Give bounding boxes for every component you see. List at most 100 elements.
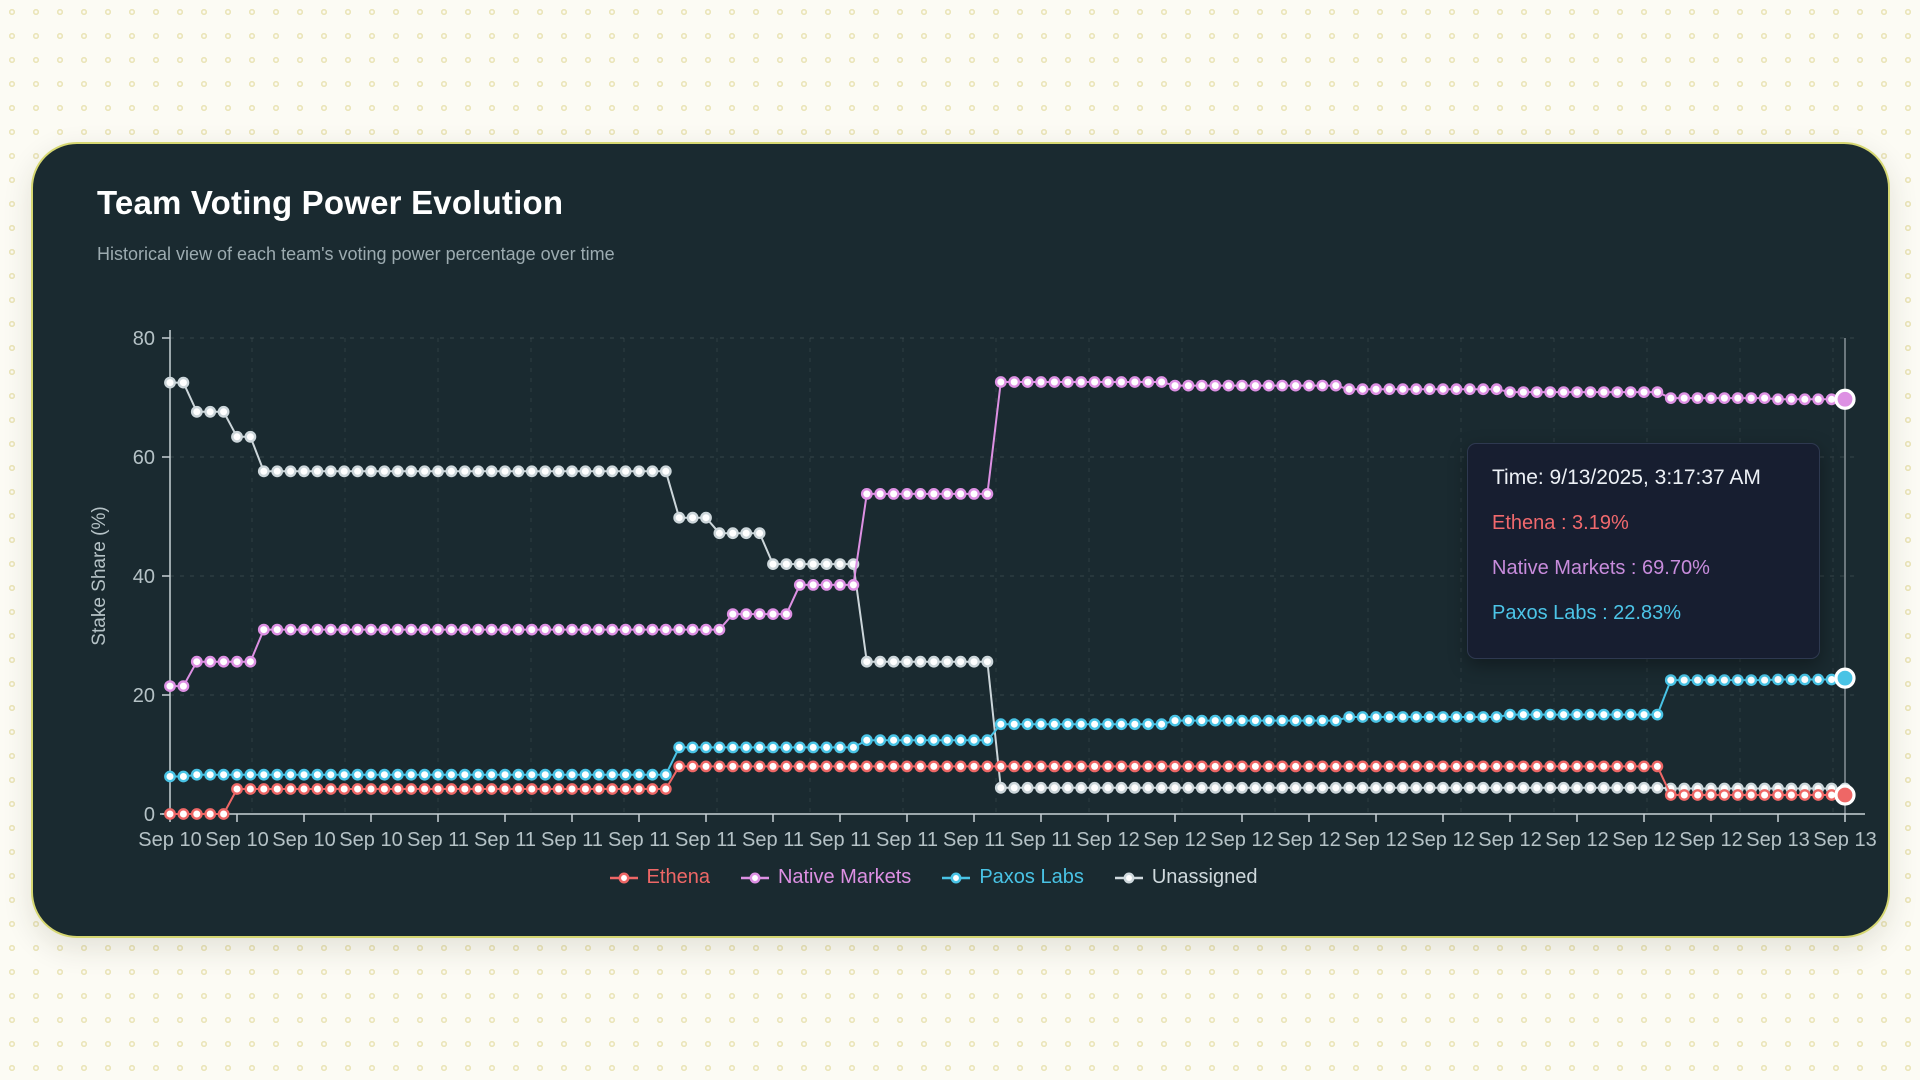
series-marker-unassigned: [1370, 781, 1382, 794]
series-marker-paxos-labs: [204, 768, 217, 781]
series-marker-ethena: [860, 760, 873, 773]
legend-item-native-markets[interactable]: Native Markets: [740, 866, 911, 889]
series-marker-paxos-labs: [1731, 674, 1744, 686]
x-tick-label: Sep 11: [474, 829, 536, 851]
series-marker-ethena: [1517, 760, 1530, 773]
series-marker-paxos-labs: [1303, 714, 1315, 727]
x-tick-label: Sep 12: [1478, 829, 1541, 851]
tooltip-time-label: Time: 9/13/2025, 3:17:37 AM: [1492, 466, 1761, 489]
series-marker-native-markets: [834, 578, 846, 591]
legend-item-unassigned[interactable]: Unassigned: [1114, 866, 1257, 889]
series-marker-unassigned: [284, 465, 297, 478]
series-marker-native-markets: [1731, 392, 1744, 405]
series-marker-unassigned: [1088, 781, 1101, 794]
series-marker-unassigned: [1463, 781, 1476, 794]
series-marker-paxos-labs: [1504, 708, 1516, 721]
series-marker-native-markets: [458, 623, 471, 636]
series-marker-paxos-labs: [700, 741, 712, 754]
series-marker-ethena: [391, 783, 404, 795]
series-marker-ethena: [1343, 760, 1356, 773]
series-marker-paxos-labs: [1088, 718, 1101, 731]
series-marker-native-markets: [164, 680, 176, 692]
series-marker-ethena: [1155, 760, 1168, 773]
series-marker-paxos-labs: [1061, 718, 1074, 731]
series-marker-native-markets: [1450, 383, 1463, 396]
series-marker-unassigned: [981, 655, 994, 668]
series-marker-native-markets: [1785, 393, 1798, 406]
series-marker-unassigned: [1262, 781, 1275, 794]
series-marker-unassigned: [1195, 781, 1208, 794]
series-marker-ethena: [659, 783, 672, 795]
series-marker-paxos-labs: [1785, 673, 1798, 686]
series-marker-ethena: [1035, 760, 1047, 773]
x-tick-label: Sep 11: [407, 829, 469, 851]
series-marker-unassigned: [1624, 781, 1637, 794]
x-tick-label: Sep 10: [205, 829, 268, 851]
series-marker-native-markets: [968, 487, 980, 500]
tooltip-row-ethena: Ethena : 3.19%: [1492, 512, 1629, 534]
series-marker-paxos-labs: [1410, 711, 1423, 723]
series-marker-unassigned: [257, 465, 270, 478]
series-marker-ethena: [1262, 760, 1275, 773]
series-marker-paxos-labs: [1195, 714, 1208, 727]
series-marker-unassigned: [1571, 781, 1583, 794]
series-marker-paxos-labs: [1718, 674, 1731, 686]
series-marker-ethena: [1008, 760, 1021, 773]
series-marker-paxos-labs: [177, 770, 190, 783]
series-marker-unassigned: [1423, 781, 1436, 794]
legend-item-paxos-labs[interactable]: Paxos Labs: [941, 866, 1084, 889]
series-marker-ethena: [1745, 789, 1758, 801]
series-marker-native-markets: [1396, 383, 1409, 396]
series-marker-unassigned: [539, 465, 552, 478]
series-marker-ethena: [1249, 760, 1262, 773]
series-marker-native-markets: [901, 487, 913, 500]
series-marker-ethena: [1396, 760, 1409, 773]
series-marker-paxos-labs: [1745, 674, 1758, 686]
series-marker-paxos-labs: [1463, 711, 1476, 723]
series-marker-unassigned: [1236, 781, 1248, 794]
series-marker-paxos-labs: [606, 768, 619, 781]
series-marker-native-markets: [780, 608, 793, 620]
series-marker-unassigned: [927, 655, 940, 668]
series-marker-paxos-labs: [1624, 708, 1637, 721]
series-marker-ethena: [1785, 789, 1798, 801]
chart-tooltip: Time: 9/13/2025, 3:17:37 AM Ethena : 3.1…: [1467, 443, 1820, 659]
series-marker-unassigned: [1169, 781, 1181, 794]
y-tick-label: 0: [144, 804, 155, 826]
x-tick-label: Sep 11: [943, 829, 1005, 851]
series-marker-ethena: [204, 808, 217, 820]
series-marker-paxos-labs: [901, 734, 913, 747]
series-marker-paxos-labs: [994, 718, 1007, 731]
series-marker-unassigned: [659, 465, 672, 478]
series-marker-unassigned: [217, 405, 230, 418]
series-marker-paxos-labs: [1329, 714, 1342, 727]
series-marker-paxos-labs: [1758, 674, 1771, 686]
series-marker-ethena: [1557, 760, 1570, 773]
series-marker-paxos-labs: [298, 768, 310, 781]
series-marker-native-markets: [217, 655, 230, 668]
series-marker-unassigned: [1209, 781, 1222, 794]
series-marker-unassigned: [445, 465, 458, 478]
series-marker-ethena: [1423, 760, 1436, 773]
series-marker-ethena: [338, 783, 351, 795]
legend-item-ethena[interactable]: Ethena: [609, 866, 710, 889]
series-marker-ethena: [1209, 760, 1222, 773]
series-marker-ethena: [1463, 760, 1476, 773]
series-marker-native-markets: [552, 623, 565, 636]
series-marker-unassigned: [1276, 781, 1289, 794]
series-marker-unassigned: [1048, 781, 1061, 794]
series-marker-native-markets: [1571, 386, 1583, 399]
series-marker-ethena: [793, 760, 806, 773]
series-marker-unassigned: [1504, 781, 1516, 794]
series-marker-ethena: [1316, 760, 1329, 773]
series-marker-paxos-labs: [1651, 708, 1664, 721]
series-marker-native-markets: [753, 608, 766, 620]
series-marker-paxos-labs: [338, 768, 351, 781]
series-marker-unassigned: [1035, 781, 1047, 794]
series-marker-ethena: [365, 783, 377, 795]
series-marker-ethena: [740, 760, 753, 773]
series-marker-ethena: [231, 783, 243, 795]
series-marker-unassigned: [592, 465, 605, 478]
series-marker-unassigned: [686, 511, 699, 524]
